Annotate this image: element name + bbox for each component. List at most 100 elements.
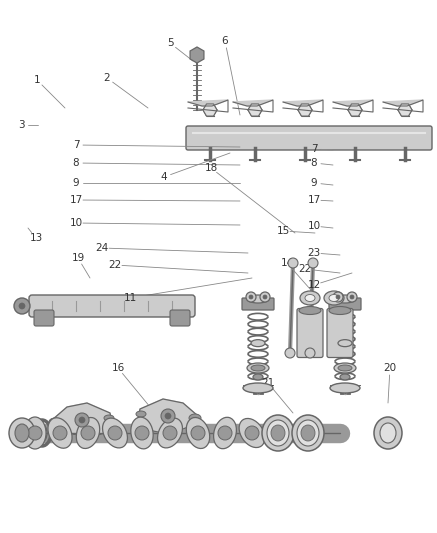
- Ellipse shape: [76, 417, 100, 448]
- Circle shape: [336, 295, 340, 299]
- Ellipse shape: [158, 418, 182, 448]
- Polygon shape: [298, 104, 312, 116]
- Polygon shape: [52, 403, 112, 437]
- Circle shape: [165, 413, 171, 419]
- FancyBboxPatch shape: [186, 126, 432, 150]
- Polygon shape: [203, 104, 217, 116]
- Text: 17: 17: [307, 195, 321, 205]
- Ellipse shape: [251, 365, 265, 371]
- FancyBboxPatch shape: [34, 310, 54, 326]
- FancyBboxPatch shape: [170, 310, 190, 326]
- Ellipse shape: [338, 365, 352, 371]
- Circle shape: [75, 413, 89, 427]
- Ellipse shape: [329, 306, 351, 314]
- FancyBboxPatch shape: [242, 298, 274, 310]
- Ellipse shape: [380, 423, 396, 443]
- Circle shape: [333, 292, 343, 302]
- Ellipse shape: [299, 306, 321, 314]
- Circle shape: [246, 292, 256, 302]
- Text: 21: 21: [261, 378, 274, 388]
- Text: 3: 3: [17, 120, 24, 130]
- Text: 1: 1: [34, 75, 40, 85]
- Circle shape: [263, 295, 267, 299]
- Ellipse shape: [214, 417, 236, 449]
- Ellipse shape: [292, 415, 324, 451]
- Circle shape: [260, 292, 270, 302]
- Ellipse shape: [37, 424, 47, 441]
- FancyBboxPatch shape: [29, 295, 195, 317]
- Polygon shape: [383, 100, 423, 106]
- Circle shape: [288, 258, 298, 268]
- Ellipse shape: [253, 374, 263, 380]
- Polygon shape: [248, 104, 262, 116]
- Ellipse shape: [297, 420, 319, 446]
- Text: 10: 10: [69, 218, 83, 228]
- Polygon shape: [190, 47, 204, 63]
- Ellipse shape: [24, 417, 46, 449]
- Ellipse shape: [262, 415, 294, 451]
- Circle shape: [249, 295, 253, 299]
- Text: 17: 17: [69, 195, 83, 205]
- Text: 12: 12: [307, 280, 321, 290]
- Circle shape: [161, 409, 175, 423]
- Ellipse shape: [329, 295, 339, 302]
- Text: 7: 7: [73, 140, 79, 150]
- Ellipse shape: [28, 426, 42, 440]
- Text: 8: 8: [311, 158, 317, 168]
- Ellipse shape: [9, 418, 35, 448]
- Text: 9: 9: [73, 178, 79, 188]
- Ellipse shape: [324, 291, 344, 305]
- Ellipse shape: [267, 420, 289, 446]
- Circle shape: [285, 348, 295, 358]
- Ellipse shape: [131, 417, 153, 449]
- Polygon shape: [333, 100, 373, 106]
- Circle shape: [14, 298, 30, 314]
- Ellipse shape: [330, 383, 360, 393]
- Ellipse shape: [186, 417, 210, 448]
- Ellipse shape: [340, 374, 350, 380]
- Ellipse shape: [104, 415, 114, 421]
- Text: 19: 19: [71, 253, 85, 263]
- Text: 24: 24: [95, 243, 109, 253]
- Ellipse shape: [81, 426, 95, 440]
- Polygon shape: [233, 100, 273, 106]
- Text: 13: 13: [29, 233, 43, 243]
- Ellipse shape: [247, 295, 269, 303]
- Ellipse shape: [163, 426, 177, 440]
- Text: 2: 2: [104, 73, 110, 83]
- Ellipse shape: [245, 426, 259, 440]
- Ellipse shape: [334, 295, 356, 303]
- Polygon shape: [348, 104, 362, 116]
- Circle shape: [350, 295, 354, 299]
- Circle shape: [79, 417, 85, 423]
- Ellipse shape: [251, 340, 265, 346]
- Text: 16: 16: [111, 363, 125, 373]
- Polygon shape: [138, 399, 198, 433]
- Text: 11: 11: [123, 293, 137, 303]
- Ellipse shape: [15, 424, 29, 442]
- Text: 18: 18: [205, 163, 218, 173]
- Ellipse shape: [48, 418, 72, 448]
- Ellipse shape: [301, 425, 315, 441]
- Ellipse shape: [135, 426, 149, 440]
- Circle shape: [347, 292, 357, 302]
- Ellipse shape: [136, 411, 146, 417]
- Circle shape: [305, 348, 315, 358]
- Ellipse shape: [189, 414, 201, 422]
- Text: 15: 15: [276, 226, 290, 236]
- Circle shape: [308, 258, 318, 268]
- FancyBboxPatch shape: [329, 298, 361, 310]
- Ellipse shape: [53, 426, 67, 440]
- Ellipse shape: [334, 363, 356, 373]
- Ellipse shape: [108, 426, 122, 440]
- Ellipse shape: [300, 291, 320, 305]
- Text: 22: 22: [108, 260, 121, 270]
- Ellipse shape: [305, 295, 315, 302]
- Text: 7: 7: [311, 144, 317, 154]
- Polygon shape: [398, 104, 412, 116]
- Ellipse shape: [374, 417, 402, 449]
- FancyBboxPatch shape: [297, 309, 323, 358]
- Ellipse shape: [49, 418, 61, 426]
- Polygon shape: [283, 100, 323, 106]
- Text: 23: 23: [307, 248, 321, 258]
